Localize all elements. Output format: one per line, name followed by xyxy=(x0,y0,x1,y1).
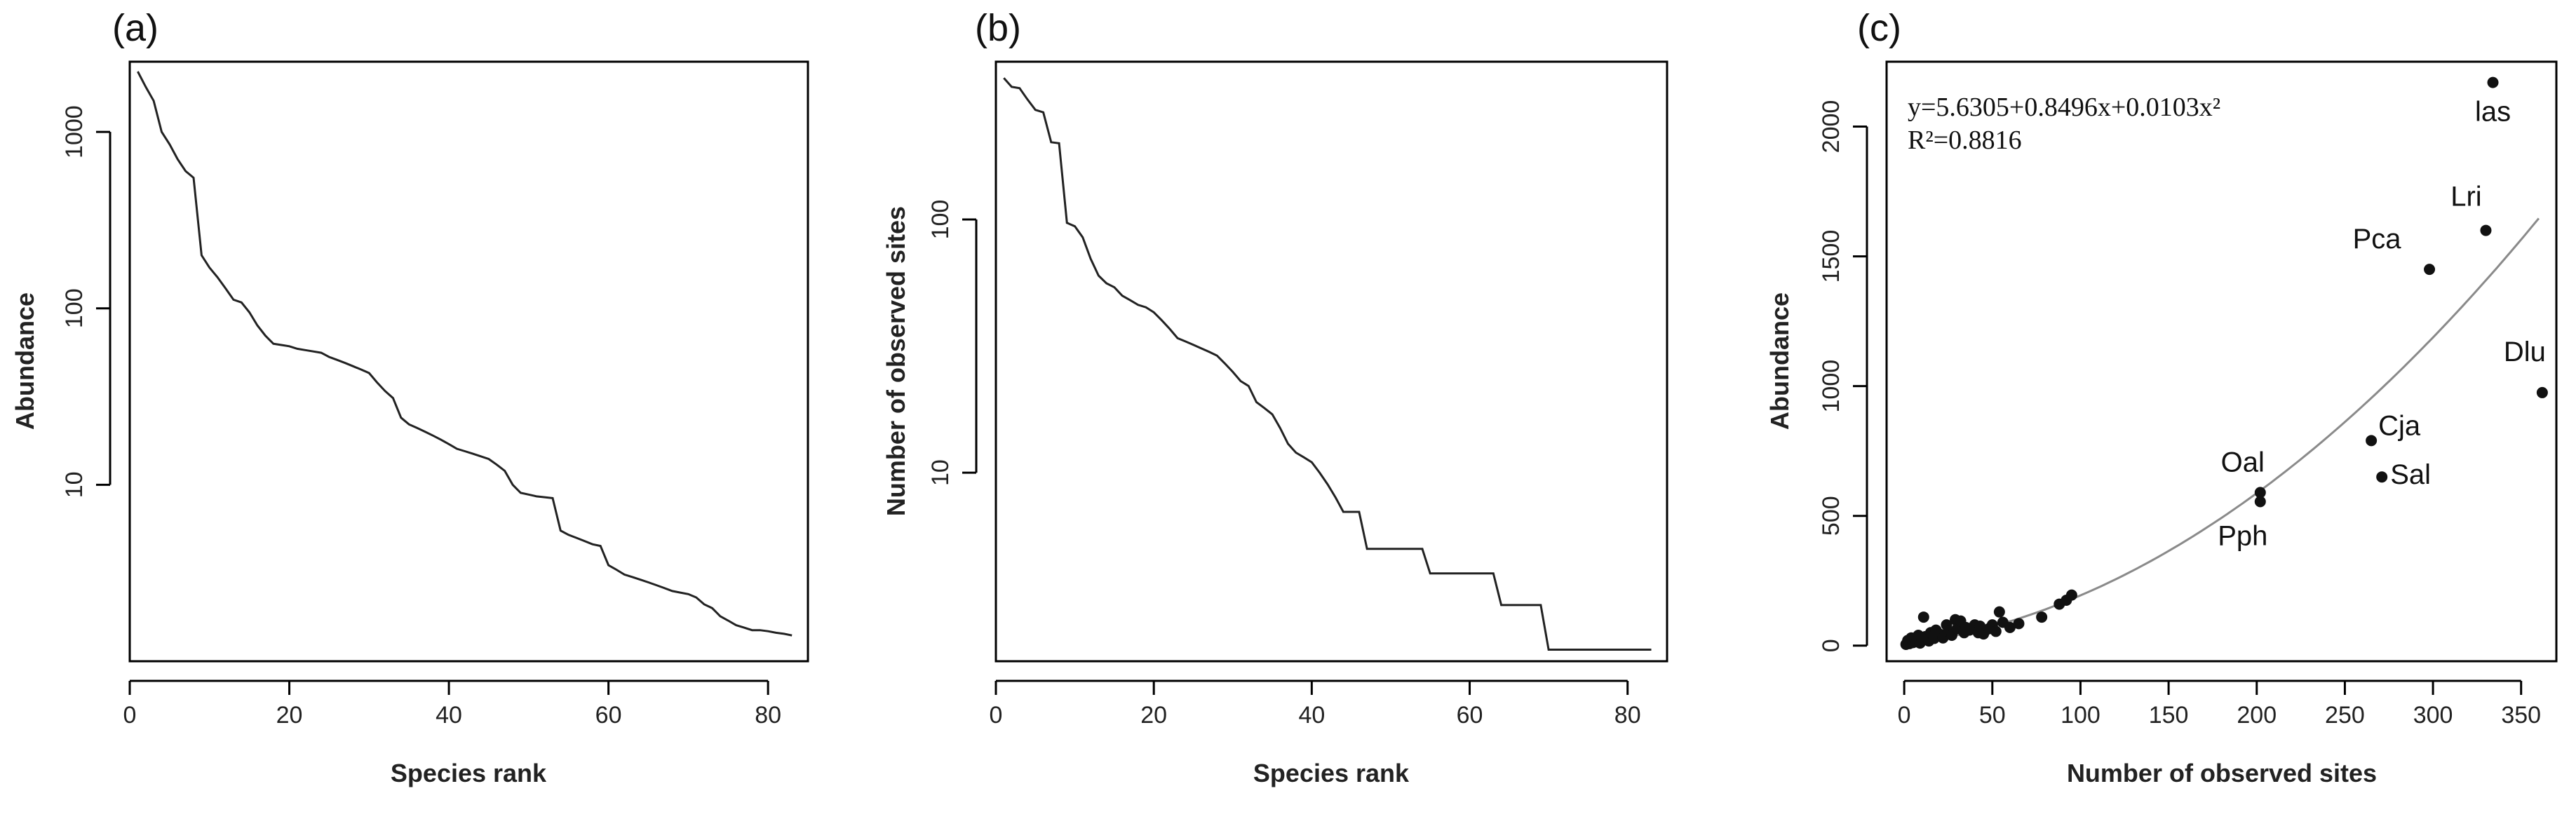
panel-c-x-tick-label: 300 xyxy=(2413,702,2453,729)
panel-c-point-las xyxy=(2487,76,2499,88)
panel-b-plot-frame xyxy=(994,60,1668,663)
panel-b-x-tick-label: 20 xyxy=(1140,702,1167,729)
panel-b-x-tick-label: 40 xyxy=(1298,702,1325,729)
panel-c-point xyxy=(2004,621,2016,633)
panel-b-y-tick-label: 100 xyxy=(927,200,954,240)
panel-c-ylabel: Abundance xyxy=(1765,292,1794,430)
panel-c-point-lri xyxy=(2480,224,2492,236)
panel-c-point-label: Pca xyxy=(2353,224,2402,255)
panel-c-x-tick-label: 150 xyxy=(2149,702,2189,729)
panel-a-y-tick-label: 100 xyxy=(61,288,88,328)
panel-a-x-tick-label: 40 xyxy=(436,702,462,729)
panel-c-point-pph xyxy=(2254,496,2266,508)
panel-b-xlabel: Species rank xyxy=(1253,759,1410,787)
panel-c-y-tick-label: 1500 xyxy=(1818,230,1845,283)
panel-b-x-tick-label: 0 xyxy=(990,702,1003,729)
panel-a-ylabel: Abundance xyxy=(11,292,39,430)
panel-b-rank-line xyxy=(1003,77,1652,651)
panel-c-point-label: Sal xyxy=(2390,459,2431,490)
panel-c-y-tick-label: 2000 xyxy=(1818,100,1845,154)
panel-b: (b) 0 20 40 60 80 10 100 Species rank Number o… xyxy=(882,7,1668,787)
panel-c-point-label: Oal xyxy=(2221,447,2265,478)
panel-c-x-tick-label: 200 xyxy=(2237,702,2277,729)
panel-a-x-tick-label: 60 xyxy=(595,702,622,729)
panel-c-axes: 0 50 100 150 200 250 300 350 0 500 1000 1500 2000 las… xyxy=(1818,76,2548,729)
panel-a-x-tick-label: 0 xyxy=(123,702,137,729)
panel-c-y-tick-label: 0 xyxy=(1818,639,1845,652)
panel-a-xlabel: Species rank xyxy=(391,759,547,787)
panel-a-plot-frame xyxy=(128,60,809,663)
panel-c-point-label: Dlu xyxy=(2504,337,2546,367)
panel-c-x-tick-label: 50 xyxy=(1979,702,2006,729)
panel-c-fit-curve xyxy=(1903,217,2540,646)
panel-b-x-tick-label: 60 xyxy=(1457,702,1483,729)
panel-c-point xyxy=(2036,611,2048,623)
panel-c-point-dlu xyxy=(2536,386,2548,398)
panel-b-ylabel: Number of observed sites xyxy=(882,206,910,516)
panel-c-x-tick-label: 250 xyxy=(2325,702,2365,729)
panel-c-tag: (c) xyxy=(1857,7,1901,49)
panel-c-point-label: Cja xyxy=(2378,410,2421,441)
panel-b-tag: (b) xyxy=(975,7,1021,49)
panel-c-point xyxy=(2013,618,2025,630)
panel-c-point-sal xyxy=(2376,471,2388,483)
panel-a-rank-line xyxy=(137,71,793,637)
panel-a: (a) 0 20 40 60 80 10 100 1000 Species rank Abun… xyxy=(11,7,809,787)
panel-c-point-label: las xyxy=(2475,97,2511,128)
panel-c-x-tick-label: 350 xyxy=(2501,702,2541,729)
panel-a-axes: 0 20 40 60 80 10 100 1000 xyxy=(61,71,793,729)
panel-c-point-oal xyxy=(2254,487,2266,499)
panel-c-y-tick-label: 1000 xyxy=(1818,360,1845,413)
panel-c-point-label: Pph xyxy=(2218,520,2267,551)
panel-c-x-tick-label: 100 xyxy=(2061,702,2100,729)
panel-a-y-tick-label: 10 xyxy=(61,471,88,498)
panel-c-r-squared: R²=0.8816 xyxy=(1908,126,2022,155)
panel-c-equation: y=5.6305+0.8496x+0.0103x² xyxy=(1908,93,2220,122)
panel-b-axes: 0 20 40 60 80 10 100 xyxy=(927,77,1652,729)
panel-b-x-tick-label: 80 xyxy=(1614,702,1641,729)
panel-c-point-pca xyxy=(2424,264,2436,276)
panel-b-y-tick-label: 10 xyxy=(927,459,954,486)
panel-c-plot-frame xyxy=(1885,60,2558,663)
panel-c-y-tick-label: 500 xyxy=(1818,496,1845,536)
panel-a-y-tick-label: 1000 xyxy=(61,105,88,158)
panel-c-x-tick-label: 0 xyxy=(1898,702,1911,729)
panel-c-point xyxy=(2065,589,2077,601)
panel-c-point xyxy=(1993,606,2005,618)
panel-c: (c) 0 50 100 150 200 250 300 350 0 500 1000 1500 200… xyxy=(1765,7,2558,787)
panel-a-x-tick-label: 80 xyxy=(755,702,781,729)
panel-c-point-cja xyxy=(2366,435,2378,447)
panel-a-tag: (a) xyxy=(112,7,159,49)
panel-c-xlabel: Number of observed sites xyxy=(2067,759,2377,787)
panel-c-point xyxy=(1990,625,2002,637)
panel-c-point xyxy=(1917,611,1929,623)
panel-c-point-label: Lri xyxy=(2450,182,2481,212)
panel-a-x-tick-label: 20 xyxy=(276,702,303,729)
